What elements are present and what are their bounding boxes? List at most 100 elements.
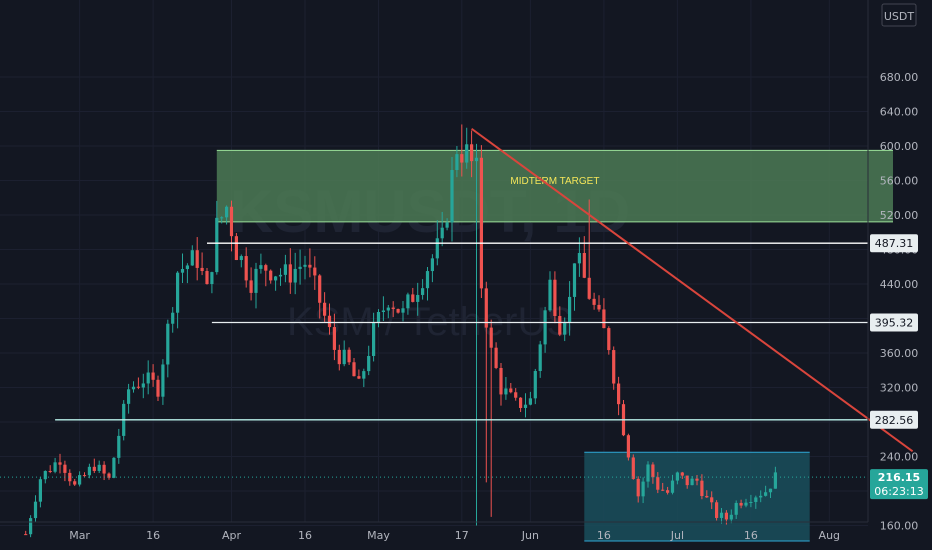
price-tick-label: 440.00 [880, 278, 919, 291]
price-level-tag-label: 395.32 [875, 317, 914, 330]
candle-body [675, 472, 679, 481]
candle-body [259, 265, 263, 269]
price-tick-label: 600.00 [880, 140, 919, 153]
candle-body [617, 383, 621, 405]
candle-body [239, 256, 243, 261]
candle-body [470, 144, 474, 162]
candle-body [523, 404, 528, 408]
candle-body [225, 206, 229, 218]
time-axis[interactable]: Mar 16 Apr 16 May 17 Jun 16 Jul 16 Aug [0, 521, 868, 542]
candle-body [313, 267, 317, 276]
price-tick-label: 680.00 [880, 71, 919, 84]
candle-body [719, 512, 724, 518]
candle-body [582, 253, 586, 278]
candle-body [367, 355, 371, 372]
candle-body [489, 327, 493, 348]
currency-badge[interactable] [881, 3, 917, 27]
candle-body [215, 217, 219, 273]
candle-body [141, 383, 145, 388]
candle-body [538, 344, 542, 372]
candle-body [666, 490, 670, 493]
candle-body [484, 288, 488, 328]
time-tick-label: 16 [298, 529, 312, 542]
candle-body [381, 310, 385, 312]
trendline[interactable] [471, 127, 914, 453]
candle-body [700, 480, 704, 497]
candle-body [401, 308, 405, 313]
candle-body [171, 312, 175, 324]
zone-midterm-target[interactable] [216, 150, 894, 222]
candle-body [274, 276, 278, 281]
candle-body [421, 288, 425, 295]
candle-body [641, 481, 645, 497]
candle-body [303, 264, 307, 267]
candle-body [597, 304, 601, 310]
candle-body [53, 462, 57, 472]
candle-body [661, 489, 665, 491]
candle-body [754, 497, 758, 502]
candle-body [411, 294, 415, 302]
price-tick-label: 240.00 [880, 451, 919, 464]
candle-body [739, 502, 743, 506]
candle-body [406, 294, 410, 309]
price-tick-label: 360.00 [880, 347, 919, 360]
candle-body [450, 170, 454, 223]
candle-body [685, 475, 689, 486]
time-tick-label: Aug [819, 529, 840, 542]
candle-body [474, 157, 479, 162]
candle-body [705, 496, 709, 498]
zone-label: MIDTERM TARGET [510, 176, 599, 187]
candle-body [73, 481, 77, 485]
candle-body [78, 475, 82, 485]
candle-body [636, 478, 640, 497]
candle-body [131, 386, 136, 390]
candle-body [396, 308, 400, 313]
candle-body [690, 478, 694, 486]
candle-body [82, 475, 87, 477]
price-level-tag [870, 234, 918, 253]
candle-body [332, 327, 336, 350]
candle-body [357, 376, 361, 379]
candle-body [190, 250, 194, 266]
candle-body [734, 502, 738, 515]
countdown-timer: 06:23:13 [874, 485, 923, 498]
candle-body [563, 322, 567, 335]
candle-body [337, 349, 341, 365]
time-tick-label: 17 [455, 529, 469, 542]
candle-body [33, 501, 38, 519]
candle-body [293, 268, 297, 283]
candle-body [391, 307, 395, 309]
candle-body [97, 464, 101, 471]
candles [24, 124, 777, 538]
candle-body [176, 272, 180, 313]
candle-body [376, 311, 381, 322]
candle-body [29, 518, 33, 535]
candle-body [117, 435, 121, 458]
candle-body [68, 472, 72, 482]
candle-body [195, 250, 199, 268]
downtrend-line[interactable] [471, 127, 914, 453]
zone-accumulation-range[interactable] [584, 452, 810, 542]
candle-body [308, 264, 312, 268]
price-tick-label: 520.00 [880, 209, 919, 222]
candle-body [533, 371, 537, 399]
candle-body [244, 256, 248, 281]
candle-body [514, 392, 518, 398]
candle-body [670, 480, 675, 493]
candle-body [416, 294, 420, 302]
candle-body [587, 277, 591, 299]
candle-body [342, 349, 346, 365]
price-level-tag-label: 282.56 [875, 414, 914, 427]
candle-body [504, 388, 508, 395]
candle-body [519, 397, 523, 408]
candle-body [269, 270, 273, 281]
time-tick-label: Jun [521, 529, 539, 542]
currency-label: USDT [884, 10, 915, 23]
candle-body [577, 253, 581, 264]
candle-body [460, 154, 464, 163]
price-tick-label: 160.00 [880, 520, 919, 533]
candle-body [607, 328, 611, 351]
candle-body [631, 457, 635, 479]
